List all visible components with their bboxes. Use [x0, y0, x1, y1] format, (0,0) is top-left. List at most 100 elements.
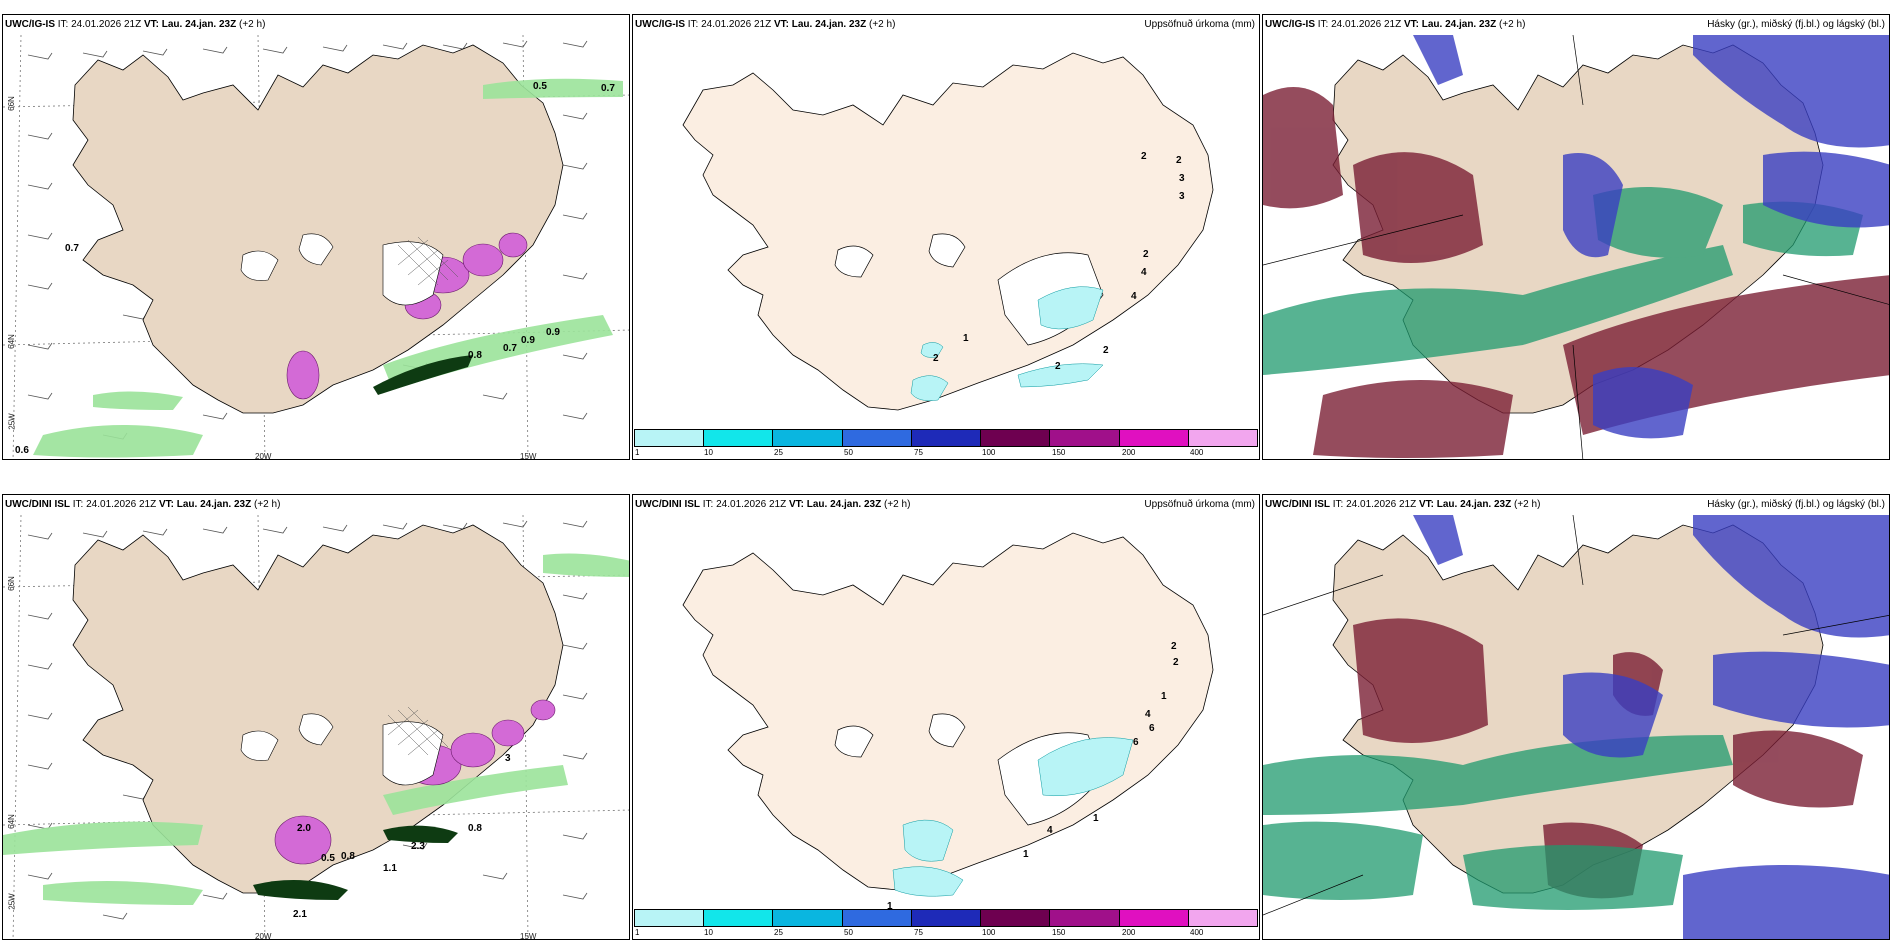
row2-panel-clouds: UWC/DINI ISL IT: 24.01.2026 21Z VT: Lau.…: [1262, 494, 1890, 940]
p1-label: 2.1: [293, 909, 307, 920]
colorbar-tick: 25: [774, 928, 783, 937]
p2-label: 3: [1179, 191, 1185, 202]
colorbar-ticks: 1 10 25 50 75 100 150 200 400: [634, 448, 1258, 459]
map-clouds: [1263, 514, 1889, 939]
p1-label: 3: [505, 753, 511, 764]
model-name: UWC/DINI ISL: [5, 499, 70, 510]
colorbar-seg: [911, 910, 982, 926]
colorbar-seg: [635, 430, 705, 446]
p2-label: 4: [1131, 291, 1137, 302]
iceland-land: [682, 532, 1214, 891]
colorbar-tick: 1: [635, 928, 640, 937]
row2-panel-accum: UWC/DINI ISL IT: 24.01.2026 21Z VT: Lau.…: [632, 494, 1260, 940]
colorbar-seg: [773, 430, 843, 446]
white-areas: [240, 233, 444, 306]
p2-label: 4: [1145, 709, 1151, 720]
p2-label: 4: [1047, 825, 1053, 836]
colorbar: [634, 429, 1258, 447]
p1-label: 0.9: [521, 335, 535, 346]
p2-label: 2: [1055, 361, 1061, 372]
colorbar-tick: 150: [1052, 928, 1066, 937]
p1-label: 0.8: [468, 350, 482, 361]
colorbar-tick: 1: [635, 448, 640, 457]
map-clouds: [1263, 34, 1889, 459]
row1-panel-clouds: UWC/IG-IS IT: 24.01.2026 21Z VT: Lau. 24…: [1262, 14, 1890, 460]
cyan-precip: [910, 286, 1104, 401]
colorbar-seg: [842, 910, 912, 926]
dark-band: [383, 825, 458, 843]
p1-label: 0.7: [65, 243, 79, 254]
colorbar-tick: 10: [704, 928, 713, 937]
colorbar-tick: 100: [982, 928, 996, 937]
colorbar-tick: 400: [1190, 448, 1204, 457]
map-accum: [682, 532, 1214, 897]
map-precip-wind: [3, 514, 629, 939]
p2-label: 2: [1103, 345, 1109, 356]
p1-label: 0.5: [321, 853, 335, 864]
row1-p3-header: UWC/IG-IS IT: 24.01.2026 21Z VT: Lau. 24…: [1265, 19, 1526, 30]
colorbar-seg: [842, 430, 912, 446]
p2-label: 2: [1173, 657, 1179, 668]
colorbar-tick: 50: [844, 928, 853, 937]
hatch: [387, 706, 449, 756]
colorbar-seg: [773, 910, 843, 926]
p1-label: 0.8: [341, 851, 355, 862]
p1-label: 2.0: [297, 823, 311, 834]
row1-p2-header: UWC/IG-IS IT: 24.01.2026 21Z VT: Lau. 24…: [635, 19, 896, 30]
hatch: [397, 236, 459, 286]
colorbar-tick: 400: [1190, 928, 1204, 937]
row1-panel-accum: UWC/IG-IS IT: 24.01.2026 21Z VT: Lau. 24…: [632, 14, 1260, 460]
p2-label: 1: [1023, 849, 1029, 860]
dark-band: [373, 355, 473, 395]
lon-label: 25W: [7, 893, 17, 910]
p1-label: 1.1: [383, 863, 397, 874]
lon-label: 15W: [520, 932, 537, 940]
cyan-precip: [892, 737, 1134, 897]
colorbar-tick: 75: [914, 448, 923, 457]
colorbar-seg: [1050, 910, 1120, 926]
iceland-land: [72, 44, 564, 414]
p2-label: 2: [1176, 155, 1182, 166]
lon-label: 20W: [255, 452, 272, 460]
p2-label: 1: [1093, 813, 1099, 824]
colorbar-tick: 50: [844, 448, 853, 457]
map-precip-wind: [3, 34, 629, 459]
row1-panel-precip-wind: UWC/IG-IS IT: 24.01.2026 21Z VT: Lau. 24…: [2, 14, 630, 460]
colorbar-tick: 150: [1052, 448, 1066, 457]
colorbar-seg: [635, 910, 705, 926]
panel2-title: Uppsöfnuð úrkoma (mm): [1144, 499, 1255, 510]
p2-label: 6: [1149, 723, 1155, 734]
colorbar-seg: [981, 910, 1051, 926]
colorbar-seg: [1119, 910, 1189, 926]
colorbar-seg: [1188, 910, 1257, 926]
p2-label: 3: [1179, 173, 1185, 184]
colorbar-tick: 75: [914, 928, 923, 937]
row2-p1-header: UWC/DINI ISL IT: 24.01.2026 21Z VT: Lau.…: [5, 499, 281, 510]
row2-panel-precip-wind: UWC/DINI ISL IT: 24.01.2026 21Z VT: Lau.…: [2, 494, 630, 940]
low-cloud: [1413, 35, 1889, 439]
colorbar-seg: [704, 910, 774, 926]
green-precip: [3, 553, 629, 905]
p2-label: 6: [1133, 737, 1139, 748]
colorbar: [634, 909, 1258, 927]
p2-label: 2: [1171, 641, 1177, 652]
panel2-title: Uppsöfnuð úrkoma (mm): [1144, 19, 1255, 30]
panel3-title: Hásky (gr.), miðský (fj.bl.) og lágský (…: [1707, 499, 1885, 510]
lon-label: 25W: [7, 413, 17, 430]
lon-label: 20W: [255, 932, 272, 940]
colorbar-tick: 200: [1122, 448, 1136, 457]
p1-label: 0.5: [533, 81, 547, 92]
colorbar-seg: [704, 430, 774, 446]
p2-label: 2: [933, 353, 939, 364]
row2-p2-header: UWC/DINI ISL IT: 24.01.2026 21Z VT: Lau.…: [635, 499, 911, 510]
colorbar-seg: [1188, 430, 1257, 446]
p1-label: 0.9: [546, 327, 560, 338]
p1-label: 0.7: [601, 83, 615, 94]
lat-label: 64N: [6, 814, 16, 829]
row1-p1-header: UWC/IG-IS IT: 24.01.2026 21Z VT: Lau. 24…: [5, 19, 266, 30]
lat-label: 66N: [6, 96, 16, 111]
colorbar-seg: [981, 430, 1051, 446]
colorbar-seg: [1050, 430, 1120, 446]
p2-label: 1: [1161, 691, 1167, 702]
colorbar-tick: 200: [1122, 928, 1136, 937]
